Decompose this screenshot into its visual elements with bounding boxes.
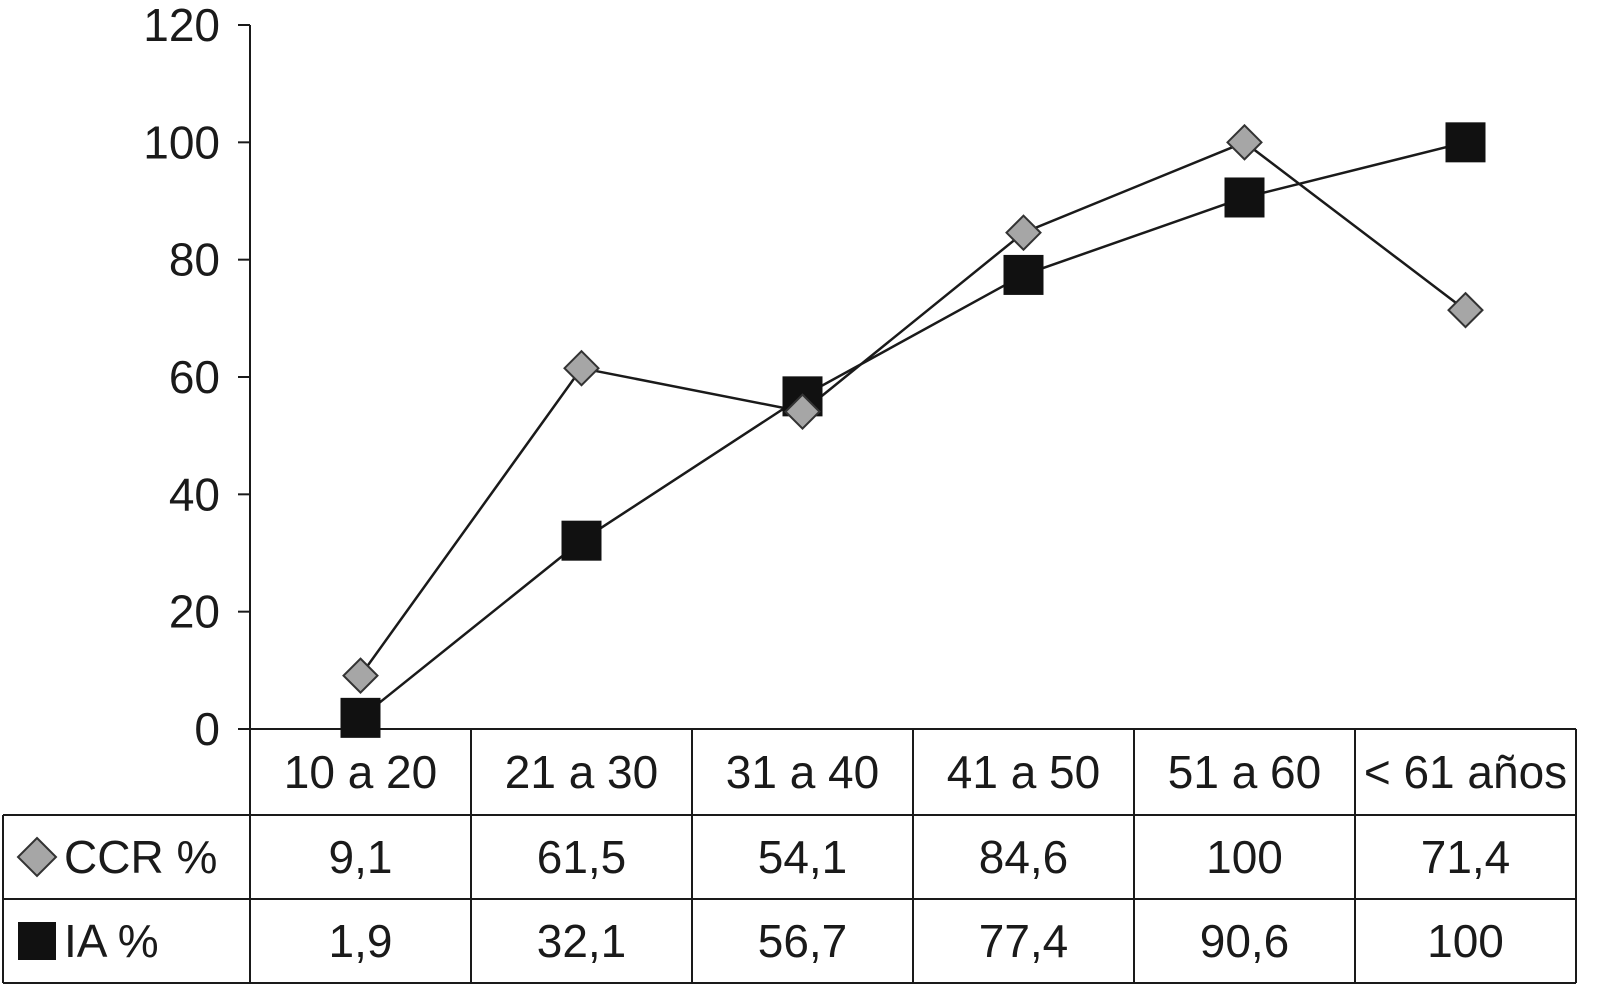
series-markers bbox=[340, 122, 1486, 738]
y-tick-label: 100 bbox=[143, 116, 220, 168]
category-label: 31 a 40 bbox=[726, 746, 879, 798]
point-ia bbox=[1445, 122, 1486, 163]
y-tick-label: 80 bbox=[169, 234, 220, 286]
legend-label-ccr: CCR % bbox=[64, 831, 217, 883]
point-ccr bbox=[1447, 291, 1484, 329]
data-label-ccr: 54,1 bbox=[758, 831, 848, 883]
point-ia bbox=[1003, 254, 1044, 295]
point-ccr bbox=[342, 657, 379, 695]
point-ccr bbox=[1005, 214, 1042, 252]
data-label-ia: 32,1 bbox=[537, 915, 627, 967]
data-label-ia: 77,4 bbox=[979, 915, 1069, 967]
data-label-ccr: 100 bbox=[1206, 831, 1283, 883]
series-line-ccr bbox=[359, 140, 1467, 677]
point-ia bbox=[340, 697, 381, 738]
point-ccr bbox=[563, 349, 600, 387]
y-tick-label: 60 bbox=[169, 351, 220, 403]
point-ccr bbox=[784, 393, 821, 431]
data-label-ia: 90,6 bbox=[1200, 915, 1290, 967]
data-label-ccr: 9,1 bbox=[329, 831, 393, 883]
point-ia bbox=[561, 520, 602, 561]
point-ccr bbox=[1226, 123, 1263, 161]
data-table: 10 a 20 21 a 30 31 a 40 41 a 50 51 a 60 < 61 … bbox=[2, 728, 1577, 984]
legend-marker-ccr bbox=[16, 836, 58, 878]
data-label-ia: 1,9 bbox=[329, 915, 393, 967]
axes: 0 20 40 60 80 100 120 bbox=[143, 0, 251, 815]
y-tick-label: 20 bbox=[169, 586, 220, 638]
category-label: 41 a 50 bbox=[947, 746, 1100, 798]
legend-marker-ia bbox=[18, 922, 56, 960]
data-label-ia: 56,7 bbox=[758, 915, 848, 967]
series-line-ia bbox=[359, 141, 1466, 719]
data-label-ccr: 71,4 bbox=[1421, 831, 1511, 883]
point-ia bbox=[1224, 177, 1265, 218]
data-label-ccr: 61,5 bbox=[537, 831, 627, 883]
data-label-ccr: 84,6 bbox=[979, 831, 1069, 883]
y-tick-label: 120 bbox=[143, 0, 220, 51]
y-tick-label: 40 bbox=[169, 468, 220, 520]
data-label-ia: 100 bbox=[1427, 915, 1504, 967]
y-tick-label: 0 bbox=[194, 703, 220, 755]
category-label: 51 a 60 bbox=[1168, 746, 1321, 798]
legend-label-ia: IA % bbox=[64, 915, 159, 967]
category-label: < 61 años bbox=[1364, 746, 1567, 798]
series-lines bbox=[359, 140, 1467, 719]
category-label: 21 a 30 bbox=[505, 746, 658, 798]
category-label: 10 a 20 bbox=[284, 746, 437, 798]
